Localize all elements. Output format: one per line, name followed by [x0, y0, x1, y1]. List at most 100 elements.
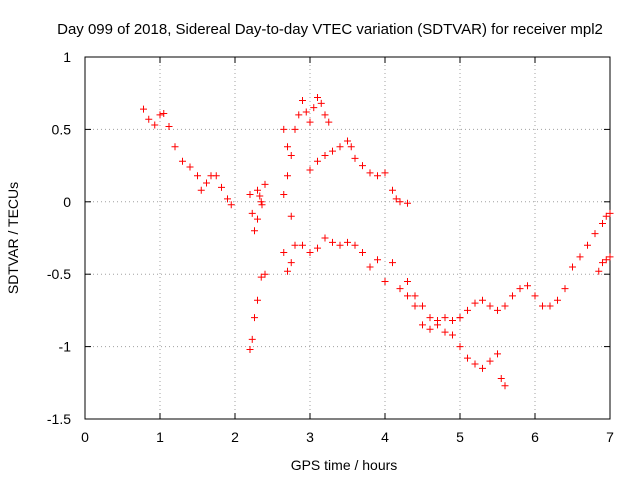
plot-frame: [84, 56, 611, 420]
data-point: [554, 296, 561, 304]
x-tick-label: 6: [531, 429, 539, 445]
tick-labels: 0 1 2 3 4 5 6 7 1 0.5 0 -0.5 -1 -1.5: [47, 49, 614, 445]
data-point: [248, 209, 256, 217]
data-point: [284, 143, 291, 151]
data-point: [599, 220, 606, 228]
data-point: [426, 325, 434, 333]
data-point: [246, 345, 254, 353]
data-point: [186, 163, 194, 171]
data-point: [284, 172, 291, 180]
data-point: [295, 111, 303, 119]
data-point: [374, 256, 381, 264]
data-point: [291, 241, 299, 249]
data-point: [389, 186, 396, 194]
data-point: [599, 259, 606, 267]
data-point: [325, 118, 333, 126]
data-point: [171, 143, 179, 151]
data-point: [396, 198, 404, 206]
data-point: [576, 253, 584, 261]
data-point: [251, 314, 258, 322]
data-point: [317, 99, 325, 107]
x-tick-label: 7: [606, 429, 614, 445]
data-point: [396, 285, 404, 293]
data-point: [531, 292, 539, 300]
y-axis-label: SDTVAR / TECUs: [5, 182, 21, 294]
data-point: [602, 256, 610, 264]
data-point: [302, 108, 310, 116]
data-point: [606, 253, 614, 261]
data-point: [366, 169, 374, 177]
y-tick-label: -0.5: [47, 266, 71, 282]
data-point: [251, 227, 258, 235]
data-point: [411, 292, 419, 300]
y-tick-label: -1.5: [47, 411, 71, 427]
data-point: [280, 248, 288, 256]
data-point: [497, 374, 505, 382]
data-point: [145, 115, 153, 123]
data-point: [381, 277, 389, 285]
data-point: [524, 282, 531, 290]
data-point: [254, 186, 261, 194]
data-point: [509, 292, 516, 300]
data-point: [314, 244, 321, 252]
data-point: [471, 299, 479, 307]
y-tick-label: 1: [63, 49, 71, 65]
data-point: [434, 321, 441, 329]
data-point: [310, 104, 318, 112]
data-point: [494, 350, 501, 358]
data-point: [516, 285, 524, 293]
data-point: [389, 259, 396, 267]
data-point: [344, 238, 351, 246]
data-point: [584, 241, 591, 249]
data-point: [344, 137, 351, 145]
data-point: [392, 195, 400, 203]
data-point: [359, 248, 366, 256]
data-point: [381, 169, 389, 177]
data-point: [366, 263, 374, 271]
data-point: [329, 147, 336, 155]
data-point: [569, 263, 576, 271]
data-point: [486, 302, 494, 310]
data-point: [246, 191, 254, 199]
data-point: [456, 343, 464, 351]
data-point: [256, 192, 264, 200]
y-tick-label: -1: [59, 339, 72, 355]
x-tick-label: 4: [381, 429, 389, 445]
data-point: [254, 215, 261, 223]
data-point: [156, 111, 164, 119]
data-point: [212, 172, 220, 180]
data-point: [306, 248, 314, 256]
y-tick-label: 0: [63, 194, 71, 210]
x-tick-label: 1: [156, 429, 164, 445]
data-point: [479, 364, 486, 372]
data-point: [321, 111, 329, 119]
data-point: [314, 157, 321, 165]
data-point: [449, 317, 456, 325]
data-point: [291, 125, 299, 133]
grid: [85, 57, 610, 419]
data-point: [257, 198, 265, 206]
data-point: [261, 180, 269, 188]
data-point: [336, 143, 344, 151]
data-point: [464, 354, 471, 362]
data-point: [449, 331, 456, 339]
data-point: [165, 123, 173, 131]
data-point: [404, 292, 411, 300]
data-point: [606, 209, 614, 217]
data-point: [299, 241, 306, 249]
data-point: [224, 195, 231, 203]
data-point: [359, 162, 366, 170]
data-point: [419, 302, 426, 310]
data-point: [546, 302, 554, 310]
data-point: [257, 273, 265, 281]
data-point: [602, 212, 610, 220]
data-point: [140, 105, 147, 113]
data-point: [479, 296, 486, 304]
data-point: [299, 96, 306, 104]
data-point: [287, 259, 295, 267]
data-point: [351, 241, 359, 249]
data-point: [321, 151, 329, 159]
data-point: [179, 157, 186, 165]
data-point: [314, 94, 321, 102]
